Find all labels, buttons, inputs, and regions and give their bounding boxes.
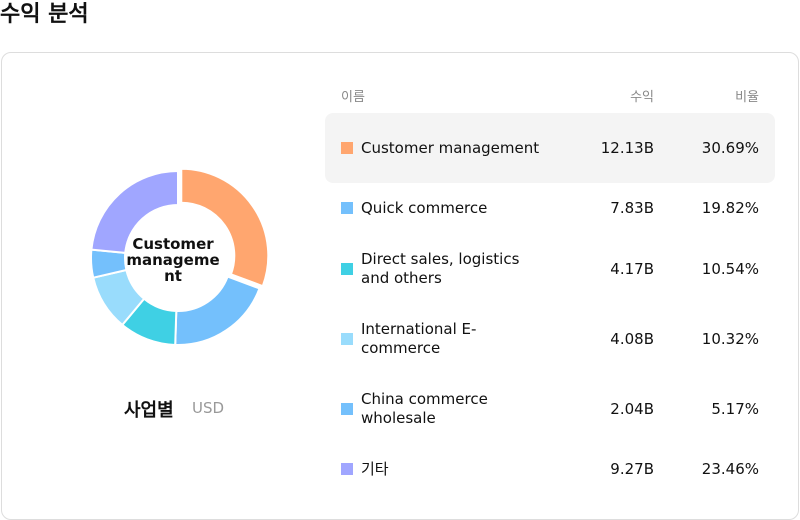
table-row[interactable]: Customer management 12.13B 30.69% bbox=[325, 113, 775, 183]
row-name: Quick commerce bbox=[361, 198, 488, 217]
chart-caption: 사업별 bbox=[124, 400, 174, 421]
row-revenue: 7.83B bbox=[610, 199, 654, 217]
legend-swatch bbox=[341, 142, 353, 154]
page-title: 수익 분석 bbox=[0, 2, 89, 27]
legend-swatch bbox=[341, 263, 353, 275]
legend-swatch bbox=[341, 333, 353, 345]
table-row[interactable]: 기타 9.27B 23.46% bbox=[325, 434, 775, 504]
row-name: 기타 bbox=[361, 459, 389, 478]
row-revenue: 4.17B bbox=[610, 260, 654, 278]
row-share: 23.46% bbox=[701, 460, 759, 478]
row-share: 5.17% bbox=[711, 400, 759, 418]
row-revenue: 12.13B bbox=[600, 139, 654, 157]
unit-label: USD bbox=[192, 399, 225, 417]
row-revenue: 2.04B bbox=[610, 400, 654, 418]
legend-swatch bbox=[341, 463, 353, 475]
donut-segment bbox=[174, 275, 261, 346]
row-revenue: 4.08B bbox=[610, 330, 654, 348]
row-share: 10.54% bbox=[701, 260, 759, 278]
row-share: 10.32% bbox=[701, 330, 759, 348]
row-share: 19.82% bbox=[701, 199, 759, 217]
row-name: International E-commerce bbox=[361, 320, 477, 357]
legend-swatch bbox=[341, 403, 353, 415]
column-header: 비율 bbox=[735, 90, 759, 105]
legend-swatch bbox=[341, 202, 353, 214]
donut-segment bbox=[180, 167, 270, 288]
table-row[interactable]: Quick commerce 7.83B 19.82% bbox=[325, 173, 775, 243]
row-name: Direct sales, logistics and others bbox=[361, 250, 520, 287]
row-name: China commerce wholesale bbox=[361, 390, 488, 427]
table-row[interactable]: International E-commerce 4.08B 10.32% bbox=[325, 304, 775, 374]
donut-segment bbox=[90, 169, 179, 254]
center-label: Customer management bbox=[126, 235, 220, 285]
table-row[interactable]: Direct sales, logistics and others 4.17B 1… bbox=[325, 234, 775, 304]
table-row[interactable]: China commerce wholesale 2.04B 5.17% bbox=[325, 374, 775, 444]
row-name: Customer management bbox=[361, 138, 540, 157]
row-share: 30.69% bbox=[701, 139, 759, 157]
column-header: 이름 bbox=[341, 90, 365, 105]
row-revenue: 9.27B bbox=[610, 460, 654, 478]
column-header: 수익 bbox=[630, 90, 654, 105]
